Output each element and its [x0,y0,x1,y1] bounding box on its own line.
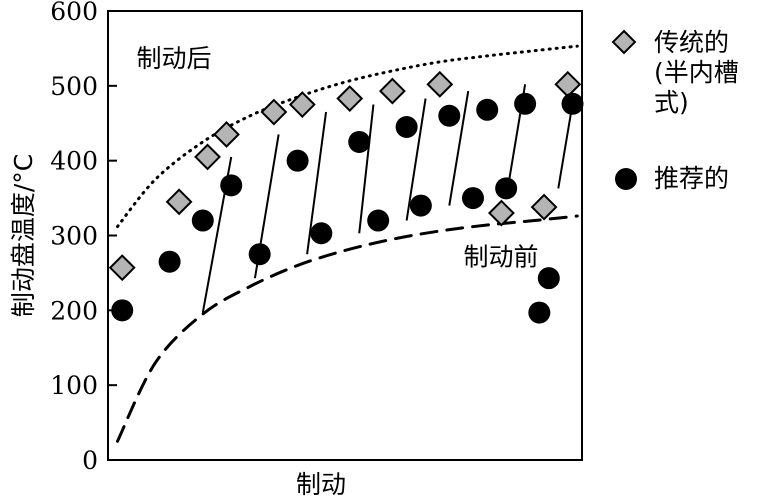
circle-point [461,187,484,210]
circle-point [367,209,390,232]
data-points [108,70,584,324]
circle-point [158,250,181,273]
after-braking-curve [115,44,579,229]
x-axis-label: 制动 [296,470,346,499]
legend-label-conventional: 传统的 [654,28,730,57]
heating-line [306,111,328,255]
diamond-point [488,199,515,227]
y-tick-label: 300 [50,222,98,251]
before-braking-label: 制动前 [464,242,539,271]
diamond-point [554,70,582,98]
circle-point [476,98,499,121]
circle-point [111,299,134,322]
y-tick-label: 100 [50,371,98,400]
diamond-point [260,98,288,126]
legend-diamond-marker [611,29,637,55]
diamond-point [288,91,316,118]
diamond-point [530,193,558,221]
after-braking-label: 制动后 [136,44,211,73]
circle-point [514,92,537,115]
before-braking-curve [115,214,579,443]
circle-point [191,209,214,232]
y-tick-label: 600 [50,0,98,26]
circle-point [395,115,418,138]
y-tick-label: 500 [50,72,98,101]
heating-line [557,103,574,189]
diamond-point [378,77,406,105]
legend-item-recommended: 推荐的 [610,164,729,194]
legend-label-recommended: 推荐的 [654,164,730,193]
plot-frame [107,10,583,461]
circle-point [409,194,432,217]
y-tick-label: 200 [50,296,98,325]
heating-lines [201,84,574,313]
diamond-point [426,70,454,98]
circle-point [286,149,309,172]
circle-point [348,130,371,153]
y-tick-label: 400 [50,147,98,176]
circle-point [438,104,461,127]
curves [115,44,579,443]
legend-sublabel-conventional: (半内槽式) [654,58,739,117]
circle-point [537,267,560,290]
circle-point [220,174,243,197]
diamond-point [165,188,193,216]
y-axis-label: 制动盘温度/°C [9,154,38,317]
axes: 0 100 200 300 400 500 600 制动盘温度/°C 制动 [9,0,583,499]
circle-point [310,222,333,245]
diamond-point [194,143,221,171]
circle-point [495,177,518,200]
circle-point [248,243,271,266]
legend-item-conventional: 传统的 (半内槽式) [610,28,771,118]
diamond-point [108,254,136,282]
circle-point [561,92,584,115]
diamond-point [213,121,240,148]
diamond-point [336,85,364,112]
y-tick-label: 0 [82,446,98,475]
heating-line [358,104,375,234]
legend-circle-marker [615,168,637,190]
heating-line [448,90,470,206]
heating-line [405,98,427,221]
circle-point [528,301,551,324]
